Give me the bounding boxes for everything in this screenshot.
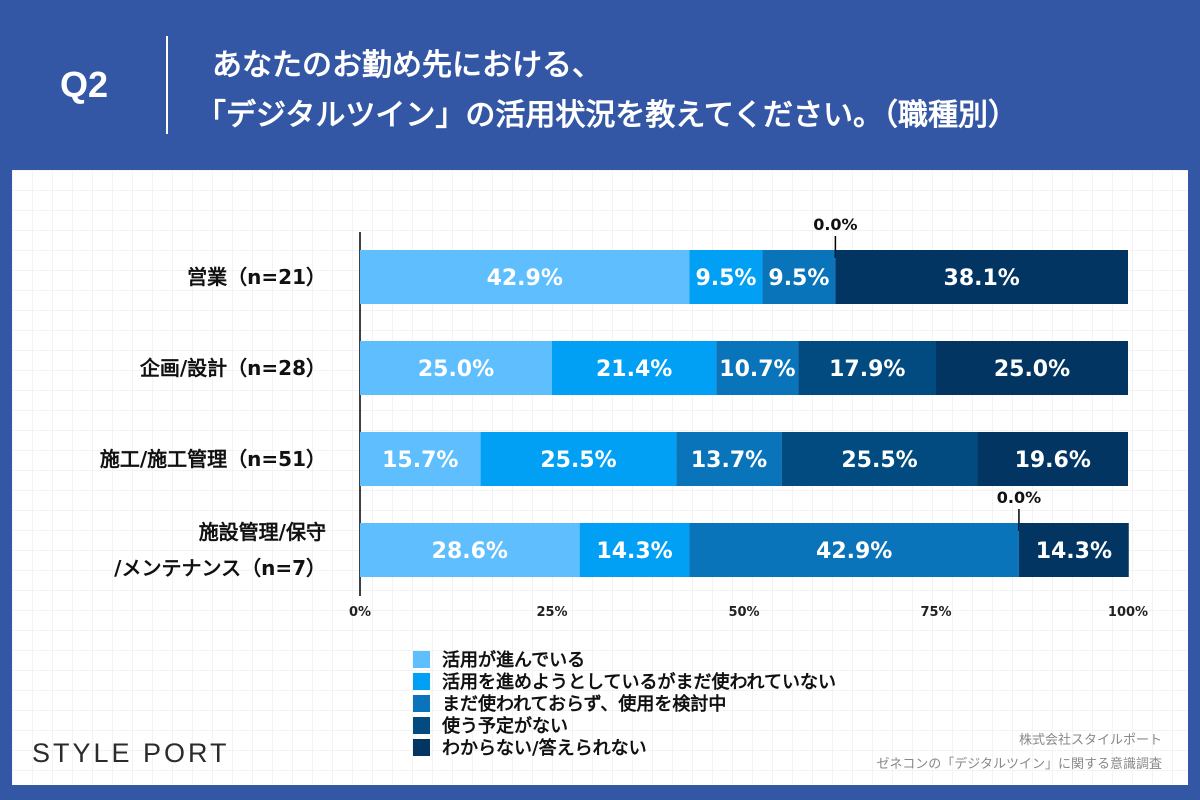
data-label: 17.9% <box>829 357 905 382</box>
bar-segment <box>552 341 717 395</box>
data-label: 38.1% <box>944 266 1020 291</box>
legend-swatch <box>413 672 430 690</box>
category-label: /メンテナンス（n=7） <box>114 556 326 580</box>
source-survey: ゼネコンの「デジタルツイン」に関する意識調査 <box>876 757 1162 772</box>
bar-segment <box>835 250 1128 304</box>
legend-swatch <box>413 694 430 712</box>
legend: 活用が進んでいる 活用を進めようとしているがまだ使われていない まだ使われておらず、… <box>413 648 837 759</box>
data-label: 25.0% <box>994 357 1070 382</box>
bar-segment <box>762 250 836 304</box>
data-label: 25.5% <box>841 448 917 473</box>
bar-segment <box>689 250 763 304</box>
data-label: 42.9% <box>487 266 563 291</box>
category-label: 企画/設計（n=28） <box>139 356 326 380</box>
data-label: 9.5% <box>768 266 829 291</box>
bar-segment <box>579 523 690 577</box>
data-label: 13.7% <box>691 448 767 473</box>
source-company: 株式会社スタイルポート <box>1018 733 1162 748</box>
data-label: 14.3% <box>1036 539 1112 564</box>
data-label: 25.5% <box>540 448 616 473</box>
data-label: 10.7% <box>719 357 795 382</box>
legend-item: 活用が進んでいる <box>413 648 836 671</box>
bar-segment <box>360 250 690 304</box>
x-tick-label: 50% <box>728 605 759 620</box>
legend-label: 活用を進めようとしているがまだ使われていない <box>442 672 837 693</box>
data-label: 0.0% <box>997 488 1041 507</box>
legend-swatch <box>413 650 430 668</box>
data-label: 19.6% <box>1015 448 1091 473</box>
legend-item: わからない/答えられない <box>413 736 836 759</box>
data-label: 14.3% <box>596 539 672 564</box>
x-tick-label: 100% <box>1108 605 1148 620</box>
title-line-2: 「デジタルツイン」の活用状況を教えてください。（職種別） <box>196 98 1018 133</box>
data-label: 0.0% <box>813 215 857 234</box>
bar-segment <box>480 432 677 486</box>
legend-label: わからない/答えられない <box>442 738 647 759</box>
bar-segment <box>781 432 978 486</box>
legend-item: 使う予定がない <box>413 714 836 737</box>
bar-segment <box>676 432 782 486</box>
bar-segment <box>977 432 1128 486</box>
x-tick-label: 75% <box>920 605 951 620</box>
data-label: 15.7% <box>382 448 458 473</box>
logo: STYLE PORT <box>32 738 230 768</box>
legend-swatch <box>413 716 430 734</box>
bar-segment <box>360 432 481 486</box>
bar-segment <box>716 341 799 395</box>
bar-segment <box>689 523 1019 577</box>
bar-segment <box>360 523 580 577</box>
legend-label: まだ使われておらず、使用を検討中 <box>442 694 727 715</box>
legend-item: 活用を進めようとしているがまだ使われていない <box>413 670 837 693</box>
category-label: 営業（n=21） <box>187 265 326 289</box>
legend-label: 活用が進んでいる <box>442 650 586 671</box>
title-line-1: あなたのお勤め先における、 <box>212 48 602 83</box>
bar-segment <box>360 341 552 395</box>
data-label: 42.9% <box>816 539 892 564</box>
category-label: 施工/施工管理（n=51） <box>100 447 326 471</box>
legend-label: 使う予定がない <box>442 716 568 737</box>
divider <box>166 36 168 134</box>
bar-segment <box>936 341 1128 395</box>
x-tick-label: 25% <box>536 605 567 620</box>
data-label: 21.4% <box>596 357 672 382</box>
category-label: 施設管理/保守 <box>199 520 326 544</box>
legend-swatch <box>413 738 430 756</box>
bar-segment <box>798 341 936 395</box>
bar-segment <box>1018 523 1129 577</box>
legend-item: まだ使われておらず、使用を検討中 <box>413 692 836 715</box>
data-label: 28.6% <box>432 539 508 564</box>
data-label: 9.5% <box>695 266 756 291</box>
question-number: Q2 <box>60 64 109 105</box>
data-label: 25.0% <box>418 357 494 382</box>
x-tick-label: 0% <box>349 605 371 620</box>
